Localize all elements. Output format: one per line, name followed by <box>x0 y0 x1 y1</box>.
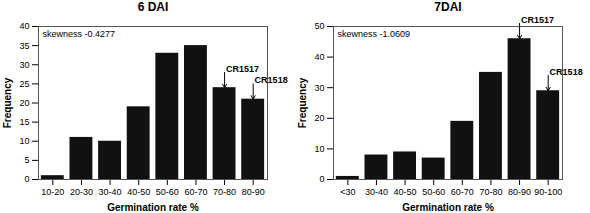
svg-text:40: 40 <box>19 21 29 31</box>
svg-text:80-90: 80-90 <box>508 187 531 197</box>
svg-text:70-80: 70-80 <box>213 187 236 197</box>
svg-text:10-20: 10-20 <box>41 187 64 197</box>
svg-text:Frequency: Frequency <box>297 77 308 128</box>
svg-text:60-70: 60-70 <box>451 187 474 197</box>
svg-text:5: 5 <box>24 155 29 165</box>
svg-text:90-100: 90-100 <box>534 187 562 197</box>
svg-text:Frequency: Frequency <box>2 77 13 128</box>
svg-text:CR1518: CR1518 <box>255 75 288 85</box>
svg-text:Germination rate %: Germination rate % <box>107 202 199 213</box>
svg-text:25: 25 <box>19 79 29 89</box>
svg-text:50-60: 50-60 <box>422 187 445 197</box>
svg-text:0: 0 <box>319 174 324 184</box>
svg-text:40-50: 40-50 <box>394 187 417 197</box>
svg-text:80-90: 80-90 <box>242 187 265 197</box>
svg-text:70-80: 70-80 <box>479 187 502 197</box>
svg-text:20: 20 <box>314 113 324 123</box>
svg-text:40: 40 <box>314 52 324 62</box>
svg-text:10: 10 <box>19 136 29 146</box>
svg-text:<30: <30 <box>340 187 355 197</box>
svg-text:10: 10 <box>314 144 324 154</box>
svg-text:30-40: 30-40 <box>99 187 122 197</box>
svg-text:30: 30 <box>19 60 29 70</box>
svg-text:skewness -0.4277: skewness -0.4277 <box>43 29 116 39</box>
svg-text:30-40: 30-40 <box>365 187 388 197</box>
svg-text:CR1518: CR1518 <box>550 67 583 77</box>
svg-text:50-60: 50-60 <box>156 187 179 197</box>
svg-text:6 DAI: 6 DAI <box>138 0 169 14</box>
svg-text:20: 20 <box>19 98 29 108</box>
svg-text:CR1517: CR1517 <box>226 64 259 74</box>
svg-text:20-30: 20-30 <box>70 187 93 197</box>
svg-text:30: 30 <box>314 83 324 93</box>
svg-text:0: 0 <box>24 174 29 184</box>
svg-text:35: 35 <box>19 41 29 51</box>
svg-text:Germination rate %: Germination rate % <box>402 202 494 213</box>
svg-text:40-50: 40-50 <box>127 187 150 197</box>
svg-text:15: 15 <box>19 117 29 127</box>
svg-text:50: 50 <box>314 21 324 31</box>
svg-text:7DAI: 7DAI <box>434 0 461 14</box>
svg-text:60-70: 60-70 <box>184 187 207 197</box>
svg-text:skewness -1.0609: skewness -1.0609 <box>338 29 411 39</box>
svg-text:CR1517: CR1517 <box>521 15 554 25</box>
